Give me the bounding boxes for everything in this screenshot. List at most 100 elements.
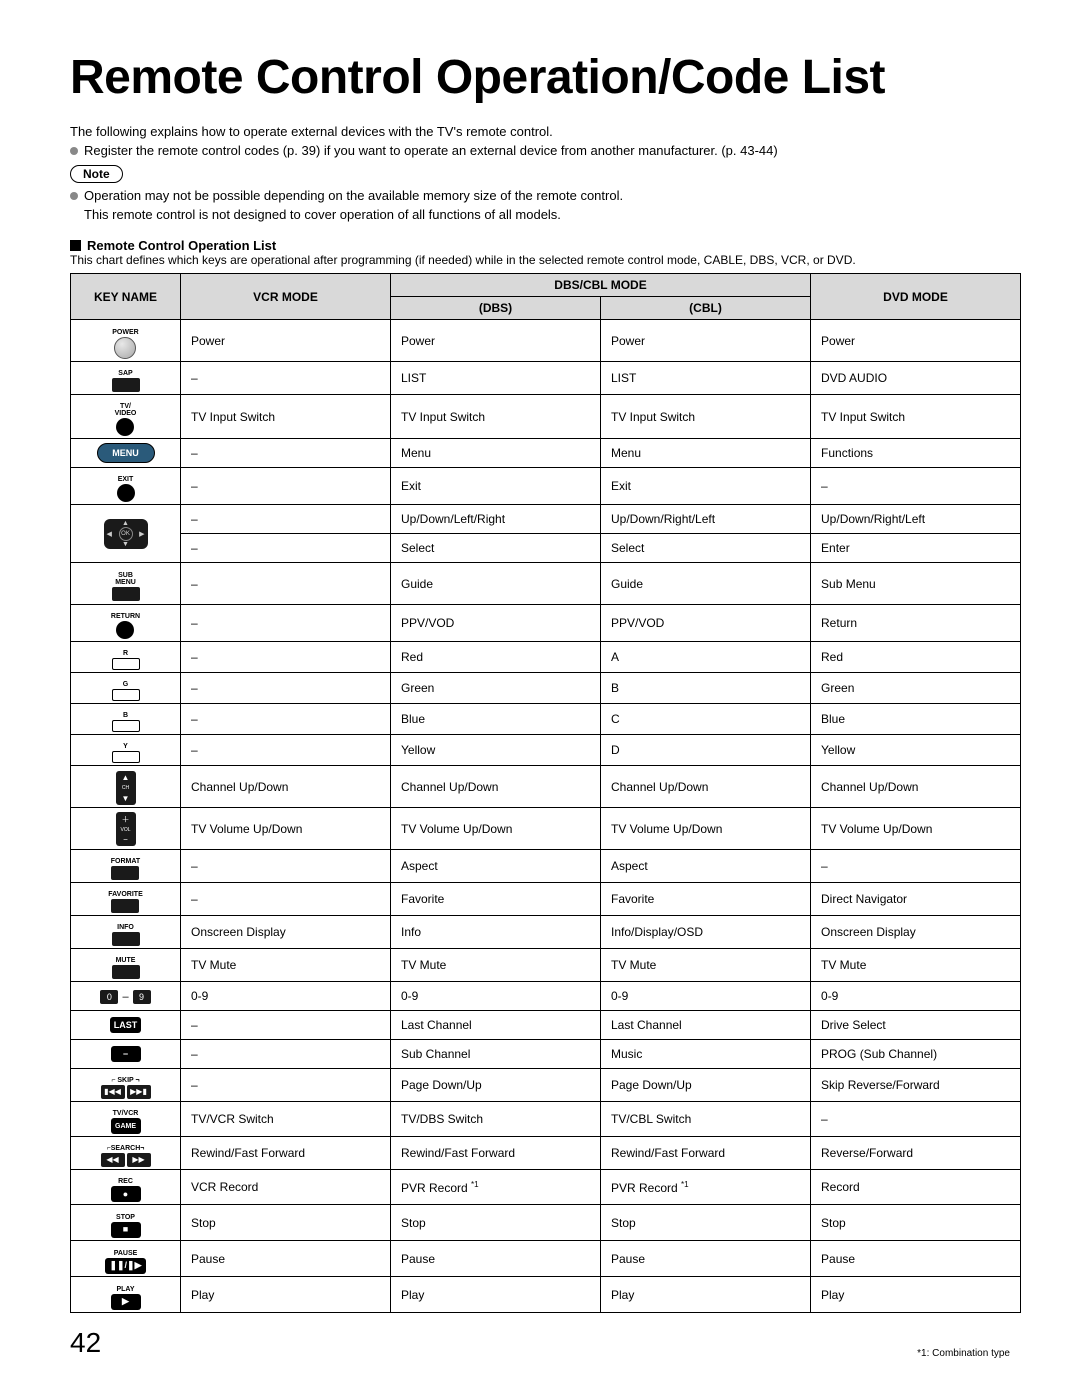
key-icon: FAVORITE [71,883,181,916]
cell-dbs: TV/DBS Switch [391,1102,601,1137]
cell-dbs: Channel Up/Down [391,766,601,808]
table-row: ⌐ SKIP ¬▮◀◀▶▶▮–Page Down/UpPage Down/UpS… [71,1069,1021,1102]
cell-dbs: Info [391,916,601,949]
section-title: Remote Control Operation List [87,238,276,253]
key-icon: EXIT [71,468,181,505]
table-row: TV/VCRGAMETV/VCR SwitchTV/DBS SwitchTV/C… [71,1102,1021,1137]
cell-dbs: Exit [391,468,601,505]
cell-vcr: Power [181,320,391,362]
intro-text: The following explains how to operate ex… [70,123,1010,142]
cell-vcr: TV/VCR Switch [181,1102,391,1137]
square-bullet-icon [70,240,81,251]
section-header: Remote Control Operation List [70,238,1010,253]
cell-dbs: Favorite [391,883,601,916]
cell-cbl: Info/Display/OSD [601,916,811,949]
cell-cbl: PVR Record *1 [601,1170,811,1205]
table-row: FAVORITE–FavoriteFavoriteDirect Navigato… [71,883,1021,916]
key-icon: SUBMENU [71,563,181,605]
cell-cbl: Play [601,1277,811,1313]
table-row: –SelectSelectEnter [71,534,1021,563]
page-title: Remote Control Operation/Code List [70,50,1010,105]
cell-vcr: – [181,505,391,534]
key-icon: B [71,704,181,735]
cell-vcr: – [181,735,391,766]
cell-cbl: TV Input Switch [601,395,811,439]
cell-vcr: TV Input Switch [181,395,391,439]
cell-dbs: Stop [391,1205,601,1241]
table-row: MUTETV MuteTV MuteTV MuteTV Mute [71,949,1021,982]
cell-cbl: Pause [601,1241,811,1277]
key-icon: 0 – 9 [71,982,181,1011]
cell-dvd: Enter [811,534,1021,563]
cell-vcr: – [181,1011,391,1040]
cell-dvd: TV Mute [811,949,1021,982]
cell-vcr: Play [181,1277,391,1313]
key-icon: Y [71,735,181,766]
cell-dvd: – [811,1102,1021,1137]
cell-cbl: Favorite [601,883,811,916]
cell-cbl: 0-9 [601,982,811,1011]
cell-vcr: – [181,468,391,505]
cell-dvd: TV Volume Up/Down [811,808,1021,850]
cell-dbs: Pause [391,1241,601,1277]
cell-dbs: Aspect [391,850,601,883]
cell-vcr: Channel Up/Down [181,766,391,808]
note-bullet-row: Operation may not be possible depending … [70,187,1010,225]
cell-cbl: TV Mute [601,949,811,982]
key-icon: ⌐SEARCH¬◀◀▶▶ [71,1137,181,1170]
operation-table: KEY NAME VCR MODE DBS/CBL MODE DVD MODE … [70,273,1021,1313]
cell-dbs: Green [391,673,601,704]
cell-dbs: Menu [391,439,601,468]
cell-dbs: PVR Record *1 [391,1170,601,1205]
cell-dvd: Functions [811,439,1021,468]
cell-vcr: Rewind/Fast Forward [181,1137,391,1170]
cell-dvd: Record [811,1170,1021,1205]
cell-dvd: DVD AUDIO [811,362,1021,395]
table-row: ▲CH▼Channel Up/DownChannel Up/DownChanne… [71,766,1021,808]
footnote: *1: Combination type [917,1348,1010,1359]
cell-cbl: C [601,704,811,735]
cell-cbl: Page Down/Up [601,1069,811,1102]
key-icon: RETURN [71,605,181,642]
key-icon: SAP [71,362,181,395]
cell-dbs: Play [391,1277,601,1313]
cell-dbs: Page Down/Up [391,1069,601,1102]
table-row: INFOOnscreen DisplayInfoInfo/Display/OSD… [71,916,1021,949]
cell-cbl: Menu [601,439,811,468]
cell-dvd: Sub Menu [811,563,1021,605]
page-number: 42 [70,1327,101,1359]
cell-vcr: – [181,362,391,395]
cell-cbl: TV Volume Up/Down [601,808,811,850]
cell-dbs: TV Mute [391,949,601,982]
key-icon: STOP■ [71,1205,181,1241]
cell-vcr: TV Volume Up/Down [181,808,391,850]
cell-dvd: 0-9 [811,982,1021,1011]
cell-cbl: Select [601,534,811,563]
key-icon: PAUSE❚❚/❚▶ [71,1241,181,1277]
intro-bullet-text: Register the remote control codes (p. 39… [84,142,778,161]
key-icon: INFO [71,916,181,949]
table-row: POWERPowerPowerPowerPower [71,320,1021,362]
cell-vcr: – [181,605,391,642]
table-row: R–RedARed [71,642,1021,673]
cell-dbs: TV Volume Up/Down [391,808,601,850]
cell-dvd: Direct Navigator [811,883,1021,916]
cell-dvd: Green [811,673,1021,704]
table-row: SAP–LISTLISTDVD AUDIO [71,362,1021,395]
cell-vcr: – [181,534,391,563]
cell-dvd: Drive Select [811,1011,1021,1040]
cell-vcr: – [181,883,391,916]
cell-vcr: – [181,563,391,605]
key-icon: MUTE [71,949,181,982]
cell-dvd: – [811,850,1021,883]
cell-dbs: PPV/VOD [391,605,601,642]
key-icon: POWER [71,320,181,362]
key-icon: ▲CH▼ [71,766,181,808]
cell-dvd: Up/Down/Right/Left [811,505,1021,534]
table-row: REC●VCR RecordPVR Record *1PVR Record *1… [71,1170,1021,1205]
bullet-icon [70,192,78,200]
key-icon: PLAY▶ [71,1277,181,1313]
cell-cbl: Up/Down/Right/Left [601,505,811,534]
cell-dbs: TV Input Switch [391,395,601,439]
cell-dbs: Blue [391,704,601,735]
